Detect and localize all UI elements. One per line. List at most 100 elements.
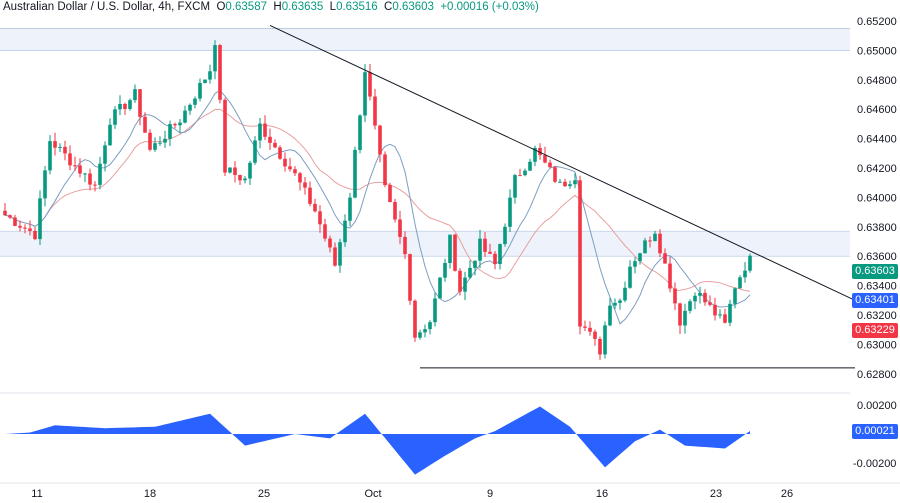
candle-body bbox=[118, 103, 122, 110]
open-value: 0.63587 bbox=[225, 1, 267, 13]
candle-body bbox=[593, 331, 597, 339]
candle bbox=[173, 122, 177, 129]
candle bbox=[418, 329, 422, 340]
time-tick: Oct bbox=[364, 488, 381, 500]
candle-body bbox=[258, 123, 262, 141]
candle bbox=[643, 237, 647, 254]
candle bbox=[443, 258, 447, 282]
candle bbox=[218, 44, 222, 104]
candle-body bbox=[123, 103, 127, 109]
candle-body bbox=[633, 261, 637, 267]
candle-body bbox=[728, 303, 732, 323]
ma-fast-tag: 0.63401 bbox=[852, 293, 898, 308]
candle bbox=[23, 224, 27, 234]
candle bbox=[188, 103, 192, 115]
candle-body bbox=[563, 181, 567, 187]
candle bbox=[48, 135, 52, 175]
candle bbox=[348, 192, 352, 227]
candle bbox=[608, 297, 612, 327]
candle-body bbox=[618, 300, 622, 303]
candle-body bbox=[628, 266, 632, 288]
candle bbox=[388, 182, 392, 203]
zone-rect bbox=[0, 231, 850, 257]
candle bbox=[528, 158, 532, 172]
candle-body bbox=[183, 110, 187, 123]
candle bbox=[588, 321, 592, 336]
candle-body bbox=[253, 140, 257, 163]
candle-body bbox=[448, 234, 452, 263]
candle-body bbox=[113, 109, 117, 125]
candle bbox=[473, 260, 477, 276]
candle bbox=[453, 233, 457, 272]
candle-body bbox=[608, 305, 612, 326]
candle bbox=[358, 114, 362, 154]
candle-body bbox=[43, 170, 47, 199]
candle bbox=[213, 40, 217, 80]
candle-body bbox=[423, 329, 427, 333]
candle bbox=[558, 178, 562, 183]
candle-body bbox=[673, 288, 677, 304]
candle-body bbox=[513, 175, 517, 198]
candle-body bbox=[18, 225, 22, 228]
price-tick: 0.64000 bbox=[857, 192, 897, 204]
candle-body bbox=[373, 96, 377, 126]
candle-body bbox=[83, 173, 87, 175]
candle-body bbox=[98, 163, 102, 185]
high-value: 0.63635 bbox=[281, 1, 324, 13]
candle-body bbox=[353, 149, 357, 198]
candle-body bbox=[498, 244, 502, 264]
candle-body bbox=[58, 146, 62, 148]
candle bbox=[243, 176, 247, 184]
time-tick: 18 bbox=[144, 488, 156, 500]
candle bbox=[713, 297, 717, 321]
ma-slow-line bbox=[4, 108, 751, 292]
symbol-name: Australian Dollar / U.S. Dollar, 4h, FXC… bbox=[3, 1, 211, 13]
candle bbox=[628, 260, 632, 289]
candle bbox=[718, 309, 722, 319]
candle-body bbox=[53, 141, 57, 148]
candle-body bbox=[163, 138, 167, 143]
candle-body bbox=[623, 287, 627, 301]
candle bbox=[53, 132, 57, 156]
candle bbox=[363, 64, 367, 123]
price-tick: 0.63800 bbox=[857, 222, 897, 234]
candle bbox=[38, 190, 42, 245]
candle bbox=[128, 98, 132, 111]
candle-body bbox=[668, 263, 672, 289]
candle bbox=[178, 118, 182, 134]
candle bbox=[298, 171, 302, 191]
candle-body bbox=[383, 154, 387, 186]
candle bbox=[58, 143, 62, 153]
candle-body bbox=[228, 167, 232, 173]
candle-body bbox=[503, 226, 507, 245]
candle bbox=[273, 139, 277, 149]
candle-body bbox=[538, 147, 542, 156]
candle-body bbox=[343, 220, 347, 243]
candle-body bbox=[188, 104, 192, 111]
candle-body bbox=[493, 253, 497, 264]
candle-body bbox=[408, 254, 412, 301]
candle-body bbox=[713, 304, 717, 316]
candle bbox=[8, 214, 12, 220]
candle-body bbox=[548, 162, 552, 168]
candle bbox=[73, 156, 77, 172]
candle bbox=[123, 102, 127, 115]
candle bbox=[693, 292, 697, 310]
candle-body bbox=[543, 155, 547, 163]
high-label: H bbox=[273, 1, 282, 13]
candle-body bbox=[153, 143, 157, 150]
candle bbox=[353, 146, 357, 199]
candle-body bbox=[658, 233, 662, 254]
candle-body bbox=[168, 124, 172, 139]
candle bbox=[743, 262, 747, 283]
candle bbox=[538, 143, 542, 160]
candle bbox=[393, 198, 397, 223]
candle-body bbox=[583, 326, 587, 328]
candle bbox=[133, 84, 137, 103]
candle bbox=[78, 158, 82, 178]
candle-body bbox=[418, 332, 422, 338]
price-tick: 0.63600 bbox=[857, 251, 897, 263]
candle-body bbox=[68, 153, 72, 166]
